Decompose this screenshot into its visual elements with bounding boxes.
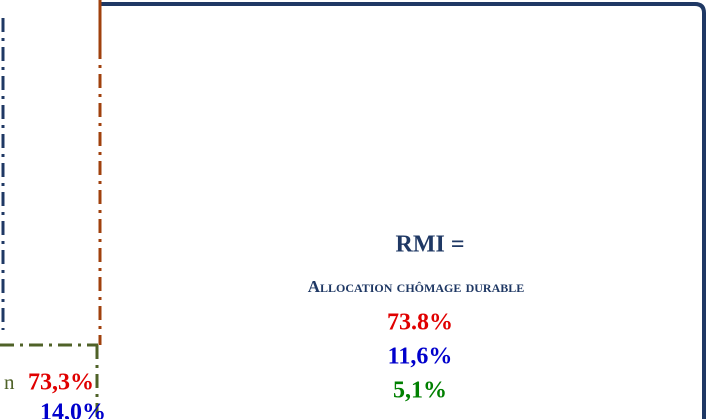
left-value: 73,3% bbox=[28, 370, 94, 396]
box-border bbox=[100, 2, 706, 419]
box-value: 73.8% bbox=[387, 310, 453, 336]
box-value: 5,1% bbox=[393, 378, 447, 404]
box-value: 11,6% bbox=[388, 344, 453, 370]
box-title: RMI = bbox=[396, 232, 465, 258]
box-subtitle: Allocation chômage durable bbox=[308, 277, 525, 296]
left-value: 14,0% bbox=[40, 400, 106, 419]
left-fragment: n bbox=[4, 370, 15, 394]
